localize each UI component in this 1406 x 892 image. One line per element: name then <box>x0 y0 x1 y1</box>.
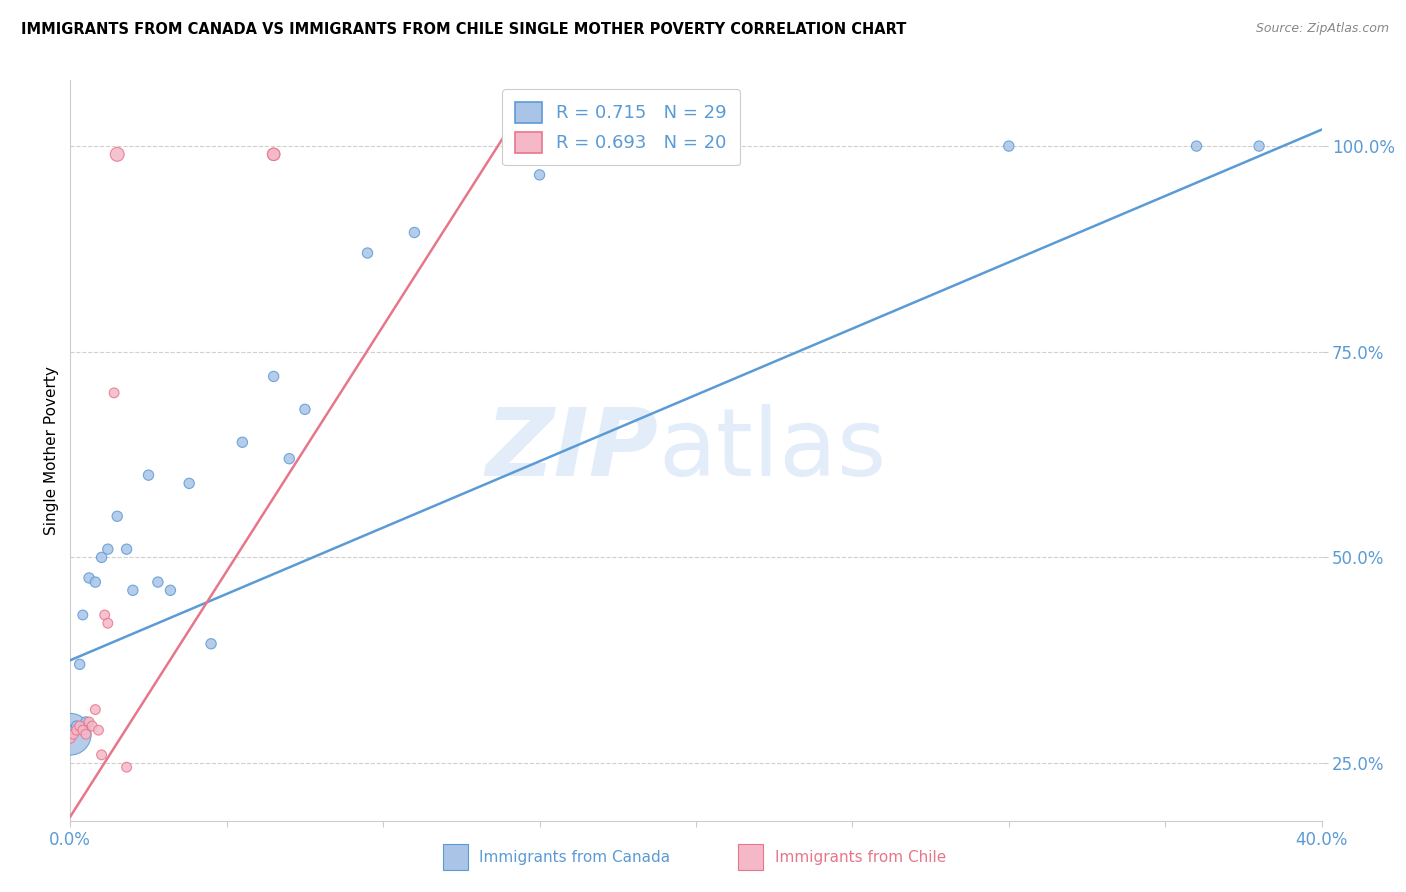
Point <box>75 714 97 729</box>
Text: atlas: atlas <box>658 404 887 497</box>
Point <box>90 550 112 565</box>
Point <box>263 369 285 384</box>
Text: ZIP: ZIP <box>485 404 658 497</box>
Point <box>215 880 238 892</box>
Point <box>1249 139 1271 153</box>
Text: Immigrants from Canada: Immigrants from Canada <box>479 849 671 864</box>
Point <box>59 727 82 741</box>
Point <box>77 714 100 729</box>
Point <box>69 657 91 672</box>
Point <box>115 760 138 774</box>
Text: Immigrants from Chile: Immigrants from Chile <box>775 849 946 864</box>
Text: Source: ZipAtlas.com: Source: ZipAtlas.com <box>1256 22 1389 36</box>
Point <box>231 435 253 450</box>
Point <box>105 147 128 161</box>
Point <box>115 542 138 557</box>
Point <box>97 616 120 631</box>
Legend: R = 0.715   N = 29, R = 0.693   N = 20: R = 0.715 N = 29, R = 0.693 N = 20 <box>502 89 740 165</box>
Point <box>997 139 1019 153</box>
Point <box>65 719 87 733</box>
Point <box>82 719 104 733</box>
Point <box>97 542 120 557</box>
Point <box>200 637 222 651</box>
Point <box>146 575 169 590</box>
Point <box>62 723 84 738</box>
Point <box>179 476 201 491</box>
Y-axis label: Single Mother Poverty: Single Mother Poverty <box>44 366 59 535</box>
Point <box>263 147 285 161</box>
Point <box>685 147 707 161</box>
Point <box>159 583 181 598</box>
Point <box>278 451 301 466</box>
Point <box>72 607 94 622</box>
Point <box>69 719 91 733</box>
Point <box>84 703 107 717</box>
Point <box>294 402 316 417</box>
Point <box>77 571 100 585</box>
Point <box>404 226 426 240</box>
Point <box>103 385 125 400</box>
Point <box>62 727 84 741</box>
Point <box>59 731 82 746</box>
Point <box>72 723 94 738</box>
Point <box>529 168 551 182</box>
Point <box>105 509 128 524</box>
Point <box>84 575 107 590</box>
Point <box>75 727 97 741</box>
Point <box>138 468 160 483</box>
Point <box>90 747 112 762</box>
Point <box>65 723 87 738</box>
Point <box>356 246 378 260</box>
Point <box>121 583 145 598</box>
Point <box>87 723 110 738</box>
Point <box>263 147 285 161</box>
Text: IMMIGRANTS FROM CANADA VS IMMIGRANTS FROM CHILE SINGLE MOTHER POVERTY CORRELATIO: IMMIGRANTS FROM CANADA VS IMMIGRANTS FRO… <box>21 22 907 37</box>
Point <box>138 863 160 877</box>
Point <box>1185 139 1208 153</box>
Point <box>93 607 115 622</box>
